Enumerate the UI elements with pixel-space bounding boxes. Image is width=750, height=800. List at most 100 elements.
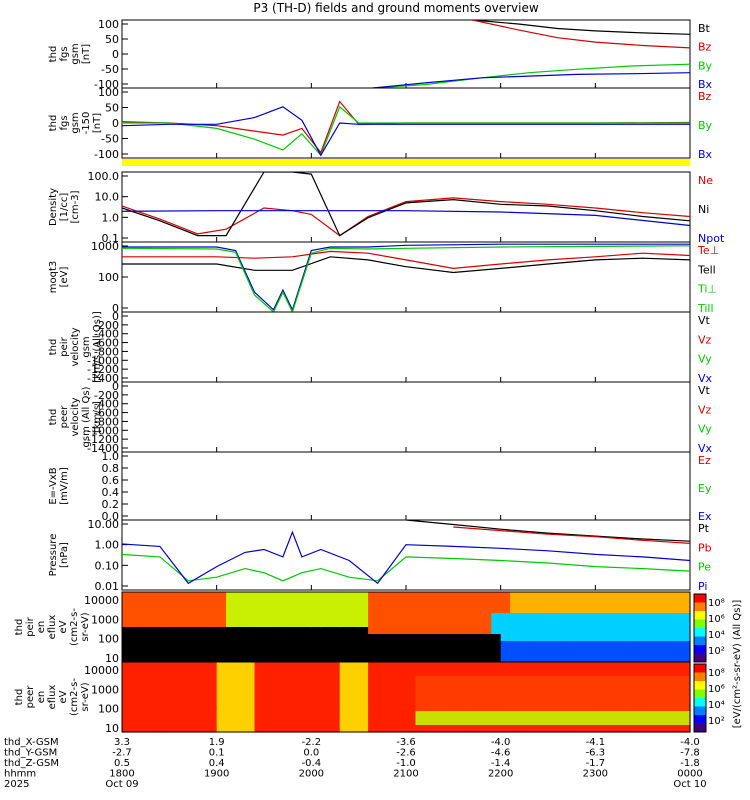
spec-cell	[406, 662, 417, 670]
spec-cell	[633, 669, 644, 677]
spec-cell	[235, 718, 246, 726]
spec-cell	[680, 725, 691, 733]
spec-cell	[368, 669, 379, 677]
spec-cell	[131, 704, 142, 712]
spec-cell	[434, 676, 445, 684]
spec-cell	[150, 606, 161, 614]
spec-cell	[349, 718, 360, 726]
spec-cell	[207, 641, 218, 649]
spec-cell	[680, 718, 691, 726]
spec-cell	[282, 655, 293, 663]
spec-cell	[216, 697, 227, 705]
spec-cell	[396, 697, 407, 705]
spec-cell	[652, 599, 663, 607]
y-axis-label: [nT]	[81, 44, 92, 64]
y-axis-label: sr-eV)	[80, 682, 91, 711]
spec-cell	[519, 718, 530, 726]
spec-cell	[472, 711, 483, 719]
spec-cell	[150, 662, 161, 670]
spec-cell	[453, 662, 464, 670]
colorbar-tick: 10²	[708, 716, 725, 727]
spec-cell	[633, 697, 644, 705]
spec-cell	[462, 711, 473, 719]
spec-cell	[339, 641, 350, 649]
spec-cell	[453, 725, 464, 733]
spec-cell	[529, 704, 540, 712]
spec-cell	[566, 725, 577, 733]
spec-cell	[169, 690, 180, 698]
spec-cell	[576, 606, 587, 614]
spec-cell	[122, 620, 133, 628]
spec-cell	[406, 627, 417, 635]
spec-cell	[178, 718, 189, 726]
y-tick-label: 1000	[91, 240, 119, 253]
spec-cell	[424, 725, 435, 733]
spec-cell	[387, 697, 398, 705]
spec-cell	[226, 669, 237, 677]
spec-cell	[585, 613, 596, 621]
series-Bz	[472, 20, 690, 49]
spec-cell	[595, 683, 606, 691]
spec-cell	[595, 655, 606, 663]
spec-cell	[188, 648, 199, 656]
spec-cell	[301, 627, 312, 635]
spec-cell	[188, 704, 199, 712]
colorbar-tick: 10⁶	[708, 614, 725, 625]
spec-cell	[377, 690, 388, 698]
panel-frame	[121, 19, 691, 89]
spec-cell	[529, 655, 540, 663]
spec-cell	[415, 592, 426, 600]
spec-cell	[159, 690, 170, 698]
spec-cell	[462, 725, 473, 733]
spec-cell	[197, 725, 208, 733]
spec-cell	[178, 627, 189, 635]
spec-cell	[216, 690, 227, 698]
ephemeris-value: 0.1	[209, 748, 225, 759]
spec-cell	[566, 634, 577, 642]
ephemeris-value: 1.9	[209, 737, 225, 748]
spec-cell	[671, 606, 682, 614]
spec-cell	[585, 690, 596, 698]
spec-cell	[122, 592, 133, 600]
spec-cell	[519, 592, 530, 600]
spec-cell	[481, 669, 492, 677]
spec-cell	[481, 620, 492, 628]
spec-cell	[273, 704, 284, 712]
spec-cell	[557, 676, 568, 684]
spec-cell	[623, 704, 634, 712]
spec-cell	[396, 683, 407, 691]
spec-cell	[311, 655, 322, 663]
spec-cell	[472, 725, 483, 733]
spec-cell	[178, 683, 189, 691]
legend-Ne: Ne	[698, 174, 713, 187]
legend-Pe: Pe	[698, 561, 711, 574]
spec-cell	[150, 718, 161, 726]
spec-cell	[387, 662, 398, 670]
spec-cell	[245, 627, 256, 635]
spec-cell	[292, 704, 303, 712]
spec-cell	[481, 718, 492, 726]
spec-cell	[245, 669, 256, 677]
y-axis-label: thd	[48, 409, 59, 426]
spec-cell	[339, 683, 350, 691]
spec-cell	[557, 599, 568, 607]
spec-cell	[245, 697, 256, 705]
spec-cell	[339, 697, 350, 705]
spec-cell	[595, 669, 606, 677]
spec-cell	[566, 704, 577, 712]
spec-cell	[226, 634, 237, 642]
y-axis-label: eflux	[47, 685, 58, 710]
spec-cell	[320, 676, 331, 684]
spec-cell	[131, 592, 142, 600]
spec-cell	[292, 725, 303, 733]
spec-cell	[387, 711, 398, 719]
spec-cell	[614, 655, 625, 663]
y-tick-label: 0.0	[102, 510, 120, 523]
colorbar-swatch	[694, 653, 706, 663]
colorbar-swatch	[694, 723, 706, 733]
spec-cell	[472, 648, 483, 656]
y-tick-label: -50	[101, 63, 119, 76]
spec-cell	[652, 711, 663, 719]
series-By	[372, 63, 690, 88]
spec-cell	[339, 627, 350, 635]
